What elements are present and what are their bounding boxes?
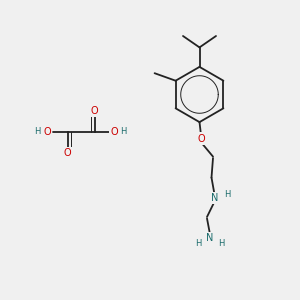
Text: O: O: [91, 106, 98, 116]
Text: H: H: [224, 190, 230, 199]
Text: H: H: [218, 239, 225, 248]
Text: N: N: [206, 233, 214, 243]
Text: O: O: [197, 134, 205, 144]
Text: H: H: [195, 239, 202, 248]
Text: O: O: [43, 127, 51, 137]
Text: O: O: [64, 148, 71, 158]
Text: N: N: [211, 193, 218, 203]
Text: O: O: [110, 127, 118, 137]
Text: H: H: [120, 128, 127, 136]
Text: H: H: [34, 128, 41, 136]
